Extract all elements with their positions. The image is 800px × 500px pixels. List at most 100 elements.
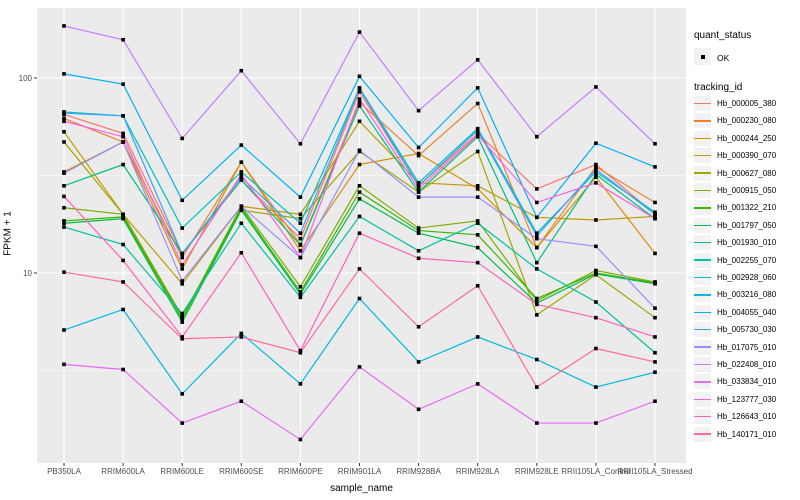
legend-key-box [694, 113, 711, 129]
data-point [239, 335, 244, 339]
data-point [416, 145, 421, 150]
data-point [653, 315, 657, 320]
data-point [535, 231, 539, 235]
y-tick-label: 10 [23, 268, 32, 278]
data-point [121, 37, 125, 42]
legend-label: Hb_000627_080 [717, 168, 777, 178]
legend-label: Hb_000244_250 [717, 133, 777, 143]
data-point [475, 335, 480, 339]
legend-key-box [694, 183, 711, 198]
data-point [121, 216, 125, 221]
data-point [121, 307, 125, 312]
data-point [180, 282, 184, 286]
x-tick-label: RRIM928LE [515, 467, 559, 476]
data-point [239, 206, 244, 210]
data-point [653, 360, 657, 364]
data-point [416, 228, 421, 233]
legend-key-box [694, 200, 711, 216]
x-tick-label: RRII105LA_Control [561, 467, 631, 476]
legend-label-ok: OK [717, 52, 730, 63]
data-point [475, 128, 480, 132]
data-point [121, 113, 125, 118]
x-tick-label: RRIM600LE [160, 467, 204, 476]
data-point [416, 108, 421, 113]
data-point [475, 382, 480, 386]
data-point [180, 335, 184, 339]
y-tick-label: 100 [18, 73, 32, 83]
data-point [357, 74, 362, 79]
data-point [62, 72, 66, 76]
data-point [475, 57, 480, 62]
series-color-line-icon [694, 224, 711, 227]
data-point [62, 205, 66, 210]
data-point [475, 187, 480, 191]
data-point [416, 226, 421, 230]
data-point [594, 181, 598, 185]
legend-key-box [694, 130, 711, 146]
data-point [535, 236, 539, 241]
series-color-line-icon [694, 189, 711, 192]
data-point [475, 86, 480, 90]
data-point [62, 184, 66, 188]
data-point [298, 437, 303, 442]
legend-key-box [694, 391, 711, 407]
series-color-line-icon [694, 381, 711, 383]
series-color-line-icon [694, 154, 711, 157]
data-point [475, 219, 480, 223]
data-point [357, 30, 362, 34]
legend-label: Hb_001930_010 [717, 238, 777, 248]
data-point [239, 68, 244, 73]
data-point [416, 256, 421, 261]
data-point [298, 248, 303, 253]
legend-label: Hb_001322_210 [717, 203, 777, 213]
legend-title-quant-status: quant_status [694, 30, 752, 41]
x-tick-label: RRII105LA_Stressed [617, 467, 693, 476]
data-point [357, 231, 362, 235]
data-point [416, 324, 421, 329]
legend-key-box [694, 409, 711, 425]
data-point [653, 399, 657, 404]
data-point [239, 399, 244, 404]
legend-label: Hb_022408_010 [717, 360, 777, 369]
data-point [535, 187, 539, 191]
legend-key-box [694, 270, 711, 285]
data-point [298, 236, 303, 241]
data-point [357, 148, 362, 153]
series-color-line-icon [694, 294, 711, 296]
legend-label: Hb_002928_060 [717, 273, 777, 282]
series-color-line-icon [694, 398, 711, 401]
data-point [653, 210, 657, 215]
data-point [357, 190, 362, 194]
legend-key-box [694, 165, 711, 181]
data-point [357, 104, 362, 108]
data-point [298, 382, 303, 386]
x-axis-title: sample_name [330, 483, 393, 494]
data-point [180, 392, 184, 396]
data-point [594, 315, 598, 320]
data-point [180, 263, 184, 267]
data-point [121, 258, 125, 263]
data-point [594, 162, 598, 167]
legend-key-box [694, 374, 711, 390]
data-point [594, 175, 598, 179]
data-point [239, 250, 244, 255]
data-point [239, 178, 244, 182]
data-point [416, 195, 421, 199]
data-point [416, 184, 421, 188]
data-point [180, 252, 184, 256]
data-point [180, 226, 184, 230]
data-point [535, 421, 539, 425]
data-point [121, 212, 125, 217]
x-tick-label: RRIM928LA [455, 467, 500, 476]
data-point [475, 149, 480, 154]
data-point [357, 197, 362, 201]
data-point [475, 221, 480, 226]
data-point [594, 272, 598, 276]
data-point [594, 244, 598, 249]
data-point [180, 136, 184, 141]
data-point [239, 175, 244, 179]
data-point [535, 245, 539, 250]
data-point [416, 231, 421, 235]
legend-key-box [694, 96, 711, 111]
data-point [594, 85, 598, 89]
